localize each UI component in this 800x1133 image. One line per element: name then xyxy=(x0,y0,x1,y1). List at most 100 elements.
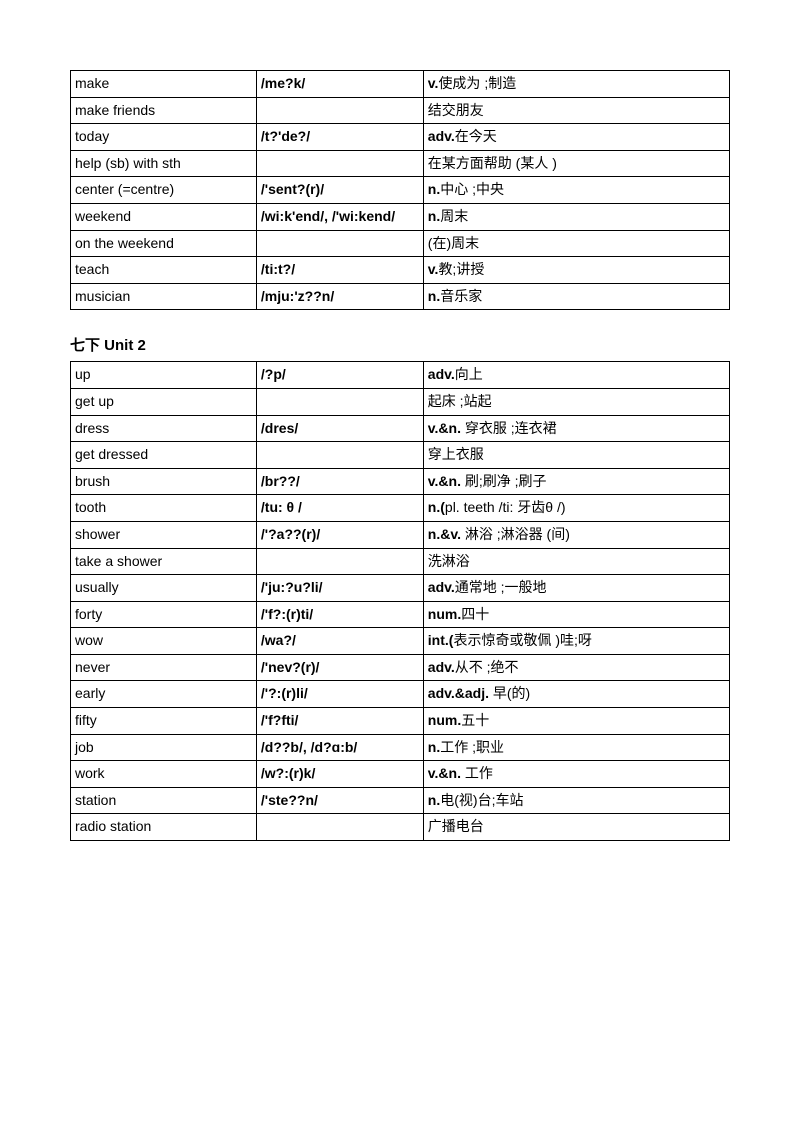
word-cell: on the weekend xyxy=(71,230,257,257)
table-row: brush/br??/v.&n. 刷;刷净 ;刷子 xyxy=(71,468,730,495)
table-row: center (=centre)/'sent?(r)/n.中心 ;中央 xyxy=(71,177,730,204)
pronunciation-cell: /dres/ xyxy=(256,415,423,442)
definition-cell: 在某方面帮助 (某人 ) xyxy=(423,150,729,177)
table-row: get up 起床 ;站起 xyxy=(71,388,730,415)
definition-cell: adv.通常地 ;一般地 xyxy=(423,575,729,602)
definition-cell: n.周末 xyxy=(423,203,729,230)
definition-cell: 穿上衣服 xyxy=(423,442,729,469)
definition-cell: num.四十 xyxy=(423,601,729,628)
definition-cell: v.&n. 刷;刷净 ;刷子 xyxy=(423,468,729,495)
definition-cell: n.电(视)台;车站 xyxy=(423,787,729,814)
word-cell: make friends xyxy=(71,97,257,124)
pronunciation-cell: /'nev?(r)/ xyxy=(256,654,423,681)
word-cell: weekend xyxy=(71,203,257,230)
definition-cell: v.&n. 工作 xyxy=(423,761,729,788)
table-row: station/'ste??n/n.电(视)台;车站 xyxy=(71,787,730,814)
pronunciation-cell: /'f?fti/ xyxy=(256,708,423,735)
pronunciation-cell: /me?k/ xyxy=(256,71,423,98)
table-row: work/w?:(r)k/v.&n. 工作 xyxy=(71,761,730,788)
word-cell: tooth xyxy=(71,495,257,522)
definition-cell: v.&n. 穿衣服 ;连衣裙 xyxy=(423,415,729,442)
word-cell: help (sb) with sth xyxy=(71,150,257,177)
word-cell: early xyxy=(71,681,257,708)
pronunciation-cell: /'sent?(r)/ xyxy=(256,177,423,204)
definition-cell: int.(表示惊奇或敬佩 )哇;呀 xyxy=(423,628,729,655)
table-row: help (sb) with sth 在某方面帮助 (某人 ) xyxy=(71,150,730,177)
pronunciation-cell: /w?:(r)k/ xyxy=(256,761,423,788)
unit-heading: 七下 Unit 2 xyxy=(70,334,730,355)
definition-cell: adv.在今天 xyxy=(423,124,729,151)
word-cell: work xyxy=(71,761,257,788)
table-row: shower/'?a??(r)/n.&v. 淋浴 ;淋浴器 (间) xyxy=(71,521,730,548)
pronunciation-cell: /'f?:(r)ti/ xyxy=(256,601,423,628)
word-cell: center (=centre) xyxy=(71,177,257,204)
definition-cell: n.(pl. teeth /ti: 牙齿θ /) xyxy=(423,495,729,522)
pronunciation-cell: /wi:k'end/, /'wi:kend/ xyxy=(256,203,423,230)
vocab-table-1: make/me?k/v.使成为 ;制造make friends结交朋友today… xyxy=(70,70,730,310)
definition-cell: 结交朋友 xyxy=(423,97,729,124)
word-cell: get dressed xyxy=(71,442,257,469)
definition-cell: n.中心 ;中央 xyxy=(423,177,729,204)
pronunciation-cell: /br??/ xyxy=(256,468,423,495)
pronunciation-cell: /'?:(r)li/ xyxy=(256,681,423,708)
definition-cell: adv.从不 ;绝不 xyxy=(423,654,729,681)
definition-cell: 起床 ;站起 xyxy=(423,388,729,415)
pronunciation-cell: /tu: θ / xyxy=(256,495,423,522)
pronunciation-cell: /'ste??n/ xyxy=(256,787,423,814)
table-row: usually/'ju:?u?li/adv.通常地 ;一般地 xyxy=(71,575,730,602)
table-row: musician/mju:'z??n/n.音乐家 xyxy=(71,283,730,310)
definition-cell: adv.向上 xyxy=(423,362,729,389)
table-row: early/'?:(r)li/adv.&adj. 早(的) xyxy=(71,681,730,708)
pronunciation-cell: /t?'de?/ xyxy=(256,124,423,151)
pronunciation-cell xyxy=(256,388,423,415)
pronunciation-cell: /'ju:?u?li/ xyxy=(256,575,423,602)
table-row: take a shower 洗淋浴 xyxy=(71,548,730,575)
table-row: dress/dres/v.&n. 穿衣服 ;连衣裙 xyxy=(71,415,730,442)
word-cell: shower xyxy=(71,521,257,548)
word-cell: make xyxy=(71,71,257,98)
word-cell: brush xyxy=(71,468,257,495)
table-row: fifty/'f?fti/num.五十 xyxy=(71,708,730,735)
table-row: up/?p/adv.向上 xyxy=(71,362,730,389)
definition-cell: v.教;讲授 xyxy=(423,257,729,284)
word-cell: get up xyxy=(71,388,257,415)
table-row: on the weekend (在)周末 xyxy=(71,230,730,257)
word-cell: station xyxy=(71,787,257,814)
word-cell: usually xyxy=(71,575,257,602)
word-cell: musician xyxy=(71,283,257,310)
pronunciation-cell xyxy=(256,814,423,841)
table-row: make friends 结交朋友 xyxy=(71,97,730,124)
definition-cell: n.&v. 淋浴 ;淋浴器 (间) xyxy=(423,521,729,548)
pronunciation-cell xyxy=(256,548,423,575)
word-cell: never xyxy=(71,654,257,681)
definition-cell: n.音乐家 xyxy=(423,283,729,310)
word-cell: up xyxy=(71,362,257,389)
pronunciation-cell: /wa?/ xyxy=(256,628,423,655)
table-row: radio station广播电台 xyxy=(71,814,730,841)
word-cell: dress xyxy=(71,415,257,442)
definition-cell: num.五十 xyxy=(423,708,729,735)
pronunciation-cell xyxy=(256,230,423,257)
table-row: tooth/tu: θ /n.(pl. teeth /ti: 牙齿θ /) xyxy=(71,495,730,522)
table-row: get dressed 穿上衣服 xyxy=(71,442,730,469)
definition-cell: (在)周末 xyxy=(423,230,729,257)
word-cell: take a shower xyxy=(71,548,257,575)
definition-cell: n.工作 ;职业 xyxy=(423,734,729,761)
table-row: forty/'f?:(r)ti/num.四十 xyxy=(71,601,730,628)
table-row: weekend/wi:k'end/, /'wi:kend/n.周末 xyxy=(71,203,730,230)
table-row: today/t?'de?/adv.在今天 xyxy=(71,124,730,151)
definition-cell: v.使成为 ;制造 xyxy=(423,71,729,98)
pronunciation-cell xyxy=(256,442,423,469)
pronunciation-cell: /'?a??(r)/ xyxy=(256,521,423,548)
pronunciation-cell xyxy=(256,150,423,177)
table-row: wow/wa?/int.(表示惊奇或敬佩 )哇;呀 xyxy=(71,628,730,655)
vocab-table-2: up/?p/adv.向上get up起床 ;站起dress/dres/v.&n.… xyxy=(70,361,730,841)
pronunciation-cell: /d??b/, /d?ɑ:b/ xyxy=(256,734,423,761)
table-row: never/'nev?(r)/adv.从不 ;绝不 xyxy=(71,654,730,681)
word-cell: wow xyxy=(71,628,257,655)
table-row: teach/ti:t?/v.教;讲授 xyxy=(71,257,730,284)
word-cell: teach xyxy=(71,257,257,284)
word-cell: today xyxy=(71,124,257,151)
table-row: job/d??b/, /d?ɑ:b/n.工作 ;职业 xyxy=(71,734,730,761)
definition-cell: 洗淋浴 xyxy=(423,548,729,575)
